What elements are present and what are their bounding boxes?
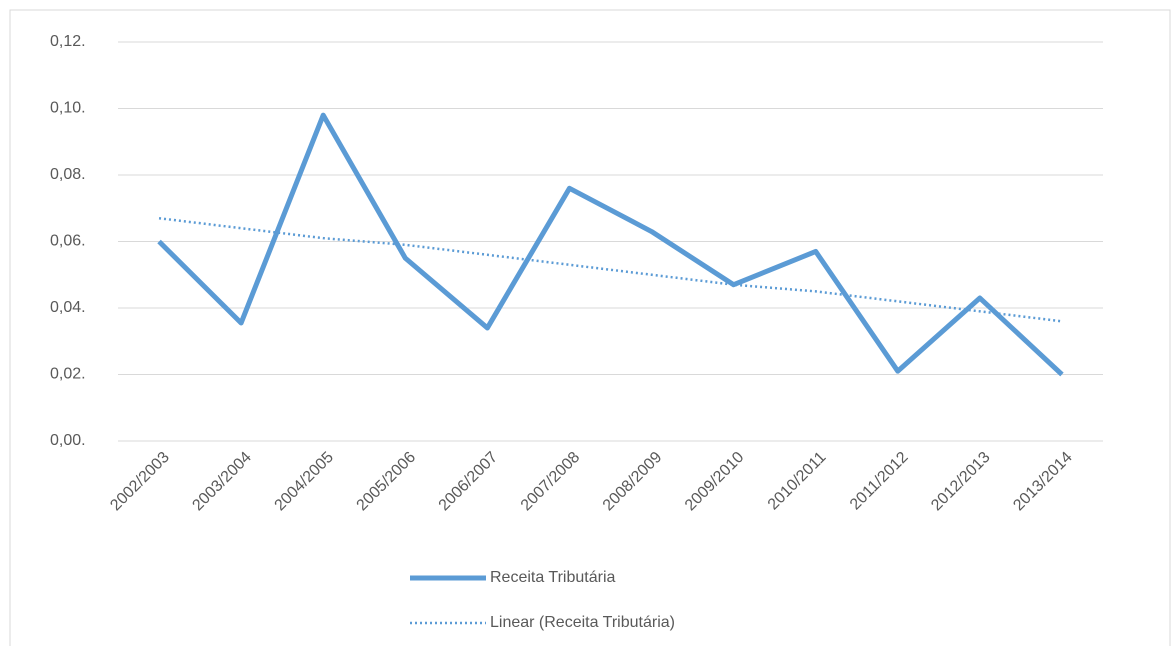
chart-border [9,9,1171,651]
x-tick-label: 2003/2004 [189,449,255,515]
x-tick-label: 2008/2009 [600,449,666,515]
x-tick-label: 2010/2011 [765,449,830,514]
y-tick-label: 0,12. [50,33,86,50]
data-line [157,112,1064,377]
y-tick-label: 0,08. [50,166,86,183]
x-tick-label: 2007/2008 [518,449,584,515]
x-tick-label: 2012/2013 [928,449,994,515]
x-tick-label: 2005/2006 [354,449,420,515]
y-tick-label: 0,06. [50,233,86,250]
x-tick-label: 2013/2014 [1010,449,1076,515]
legend-label: Receita Tributária [490,569,615,586]
y-tick-label: 0,00. [50,432,86,449]
y-tick-label: 0,10. [50,100,86,117]
x-tick-label: 2006/2007 [436,449,502,515]
y-tick-label: 0,04. [50,299,86,316]
x-tick-label: 2002/2003 [107,449,173,515]
y-tick-label: 0,02. [50,366,86,383]
x-tick-label: 2004/2005 [272,449,338,515]
x-tick-label: 2009/2010 [682,449,748,515]
legend-label: Linear (Receita Tributária) [490,614,675,631]
trend-line [158,216,1063,323]
x-tick-label: 2011/2012 [847,449,912,514]
